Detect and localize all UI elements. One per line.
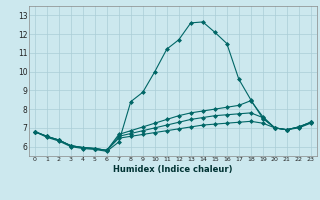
X-axis label: Humidex (Indice chaleur): Humidex (Indice chaleur) <box>113 165 233 174</box>
